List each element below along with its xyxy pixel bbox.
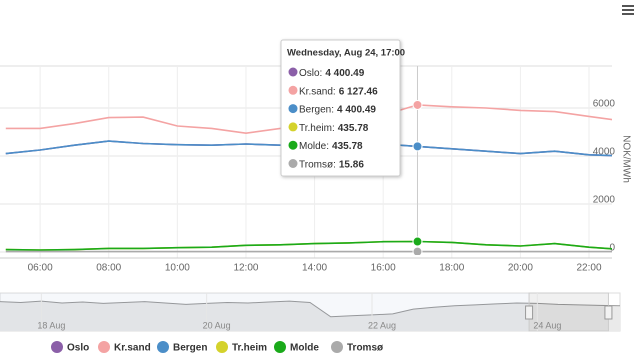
- tooltip-item: Kr.sand: 6 127.46: [299, 86, 378, 97]
- navigator-handle[interactable]: [604, 305, 613, 320]
- x-tick-label: 18:00: [439, 263, 464, 274]
- tooltip-item: Oslo: 4 400.49: [299, 68, 365, 79]
- tooltip-value: 435.78: [338, 123, 369, 134]
- tooltip-swatch: [288, 159, 298, 168]
- navigator: 18 Aug 20 Aug 22 Aug 24 Aug: [0, 292, 621, 332]
- tooltip-value: 4 400.49: [337, 104, 376, 115]
- legend-swatch: [274, 341, 286, 353]
- tooltip-swatch: [288, 140, 298, 150]
- tooltip-label: Tr.heim:: [299, 123, 335, 134]
- legend-swatch: [51, 341, 63, 353]
- x-tick-label: 22:00: [577, 263, 602, 274]
- x-tick-label: 20:00: [508, 263, 533, 274]
- tooltip-value: 4 400.49: [325, 68, 364, 79]
- tooltip-value: 15.86: [339, 159, 364, 170]
- legend-label: Bergen: [173, 343, 207, 354]
- legend: Oslo Kr.sand Bergen Tr.heim Molde Tromsø: [51, 341, 384, 354]
- tooltip-title: Wednesday, Aug 24, 17:00: [287, 48, 405, 59]
- tooltip-swatch: [288, 122, 298, 132]
- x-tick-label: 12:00: [233, 263, 258, 274]
- tooltip-box: [280, 39, 401, 177]
- tooltip-label: Bergen:: [299, 104, 334, 115]
- tooltip-label: Kr.sand:: [299, 86, 336, 97]
- navigator-mask: [0, 293, 530, 331]
- hover-marker: [412, 99, 423, 110]
- tooltip-swatch: [288, 85, 298, 95]
- legend-label: Tromsø: [347, 343, 384, 354]
- hover-marker: [412, 236, 423, 247]
- navigator-handle[interactable]: [525, 305, 534, 320]
- legend-item[interactable]: Molde: [274, 341, 319, 354]
- legend-item[interactable]: Tromsø: [331, 341, 384, 354]
- tooltip-label: Oslo:: [299, 68, 322, 79]
- legend-swatch: [157, 341, 169, 353]
- tooltip-item: Molde: 435.78: [299, 141, 363, 152]
- navigator-tick-label: 18 Aug: [37, 320, 65, 330]
- navigator-line: [0, 300, 620, 318]
- y-tick-label: 6000: [593, 99, 616, 110]
- tooltip-value: 435.78: [332, 141, 363, 152]
- tooltip-swatch: [288, 67, 298, 77]
- menu-button[interactable]: [620, 4, 636, 17]
- tooltip-value: 6 127.46: [339, 86, 378, 97]
- tooltip-item: Tromsø: 15.86: [299, 159, 364, 170]
- y-tick-label: 4000: [593, 147, 616, 158]
- y-tick-label: 2000: [593, 195, 616, 206]
- y-tick-label: 0: [609, 243, 615, 254]
- tooltip-swatch: [288, 104, 298, 114]
- legend-swatch: [216, 341, 228, 353]
- x-tick-label: 14:00: [302, 263, 327, 274]
- x-tick-label: 16:00: [371, 263, 396, 274]
- legend-item[interactable]: Kr.sand: [98, 341, 151, 354]
- y-axis-label: NOK/MWh: [620, 135, 631, 183]
- legend-label: Kr.sand: [114, 343, 151, 354]
- navigator-tick-label: 22 Aug: [368, 320, 396, 330]
- x-tick-label: 10:00: [165, 263, 190, 274]
- tooltip-label: Molde:: [299, 141, 329, 152]
- hover-marker: [412, 141, 423, 152]
- navigator-series: [0, 300, 620, 331]
- series-line: [5, 240, 612, 251]
- navigator-tick-label: 20 Aug: [203, 320, 231, 330]
- x-tick-label: 06:00: [28, 263, 53, 274]
- legend-label: Tr.heim: [232, 343, 267, 354]
- x-tick-label: 08:00: [96, 263, 121, 274]
- legend-label: Oslo: [67, 343, 89, 354]
- legend-label: Molde: [290, 343, 319, 354]
- navigator-area: [0, 301, 620, 331]
- hover-marker: [412, 246, 423, 255]
- tooltip-item: Bergen: 4 400.49: [299, 104, 376, 115]
- tooltip-label: Tromsø:: [299, 159, 336, 170]
- legend-item[interactable]: Oslo: [51, 341, 89, 354]
- legend-swatch: [98, 341, 110, 353]
- navigator-window[interactable]: [528, 292, 609, 332]
- legend-swatch: [331, 341, 343, 353]
- legend-item[interactable]: Tr.heim: [216, 341, 267, 354]
- legend-item[interactable]: Bergen: [157, 341, 207, 354]
- tooltip-item: Tr.heim: 435.78: [299, 123, 369, 134]
- navigator-tick-label: 24 Aug: [533, 320, 561, 330]
